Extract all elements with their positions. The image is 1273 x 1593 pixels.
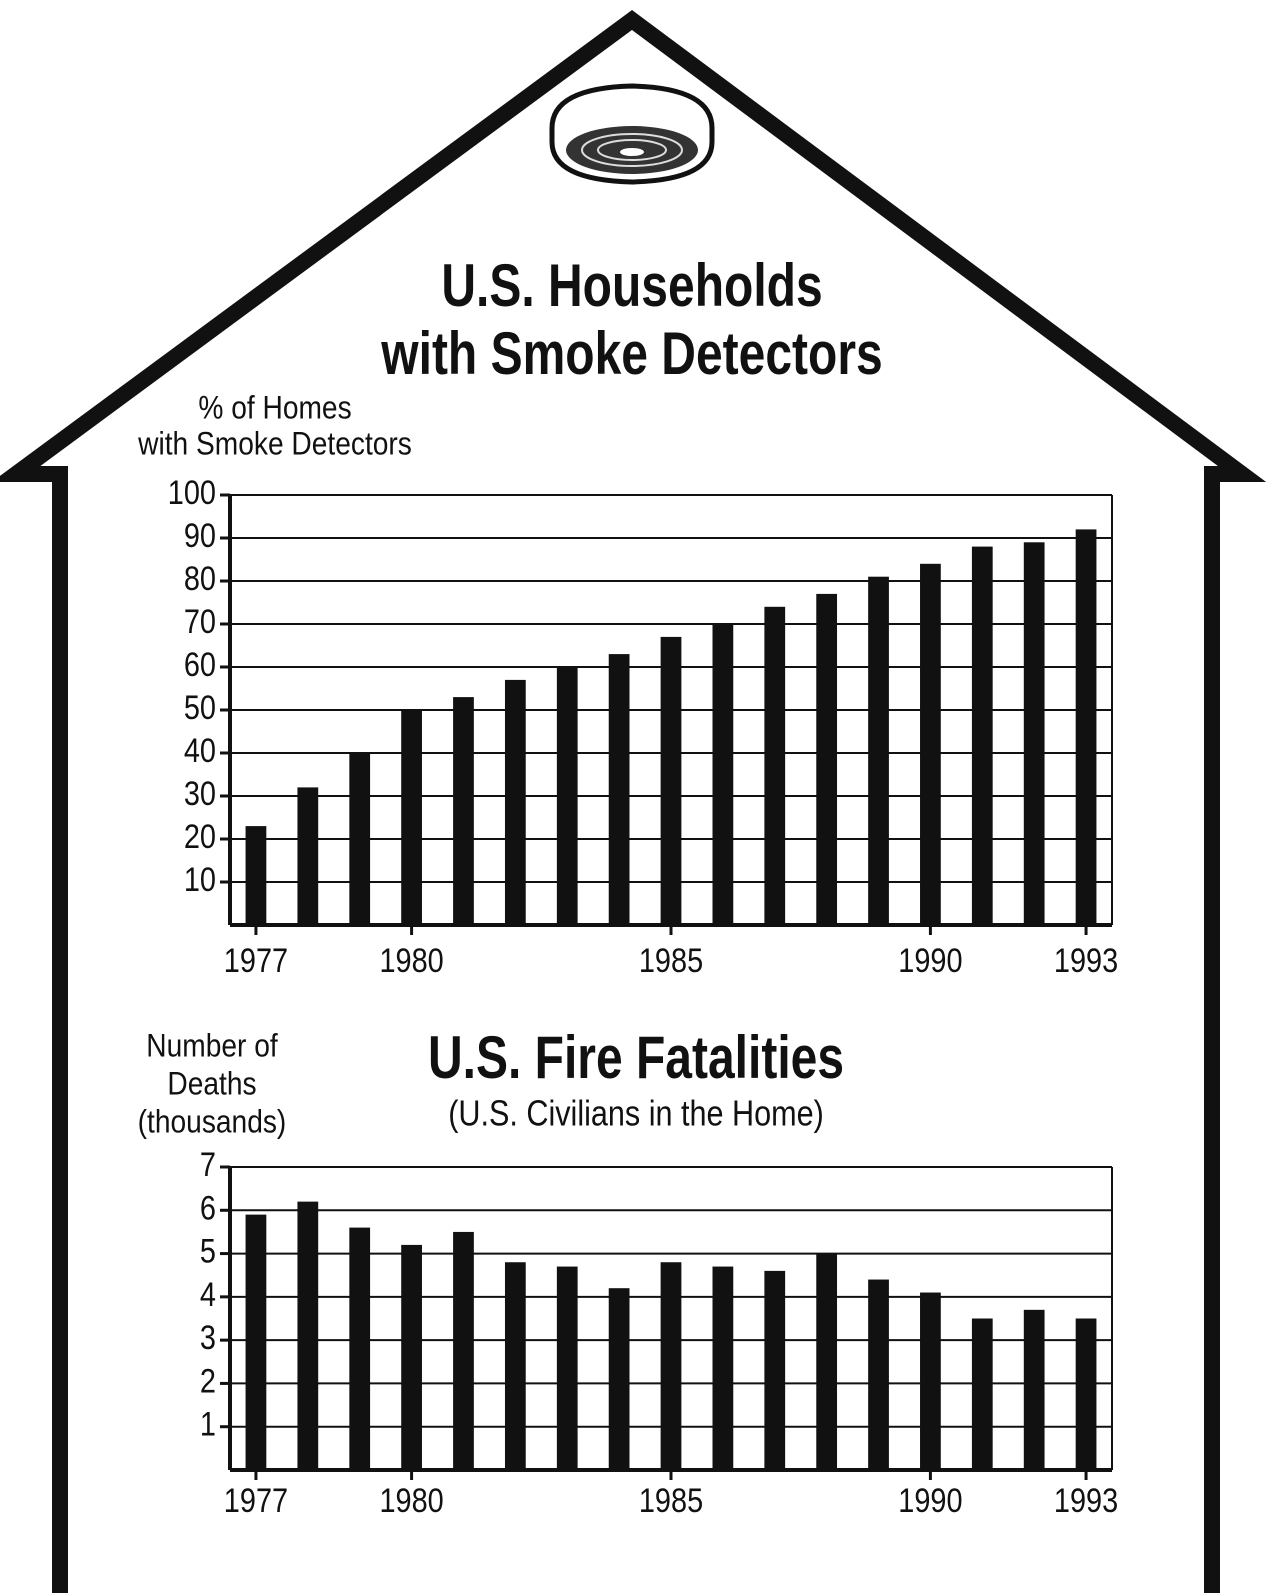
bar	[971, 1318, 993, 1470]
house-outline	[0, 10, 1267, 1593]
x-tick-label: 1977	[224, 941, 288, 980]
y-tick-label: 1	[200, 1404, 216, 1443]
y-tick-label: 2	[200, 1361, 216, 1400]
bar	[920, 563, 941, 925]
bar	[349, 1227, 371, 1470]
bar	[764, 606, 786, 925]
bar	[816, 593, 838, 925]
bar	[297, 787, 319, 925]
y-tick-label: 80	[184, 559, 216, 598]
bar	[504, 1262, 526, 1470]
y-tick-label: 4	[200, 1275, 216, 1314]
x-tick-label: 1985	[639, 941, 703, 980]
bar	[401, 710, 422, 925]
bar	[660, 1262, 682, 1470]
bar	[245, 826, 267, 925]
bar	[608, 654, 630, 925]
bar	[349, 753, 371, 925]
bar	[245, 1214, 267, 1470]
y-tick-label: 70	[184, 602, 216, 641]
x-tick-label: 1980	[379, 1481, 443, 1520]
x-tick-label: 1977	[224, 1481, 288, 1520]
bar	[504, 679, 526, 925]
bar	[920, 1292, 941, 1470]
y-tick-label: 90	[184, 516, 216, 555]
y-tick-label: 10	[184, 860, 216, 899]
y-tick-label: 7	[200, 1145, 216, 1184]
chart-subtitle: (U.S. Civilians in the Home)	[448, 1094, 824, 1134]
bar	[556, 667, 578, 925]
y-axis-label: Number of	[146, 1029, 278, 1064]
bar	[971, 546, 993, 925]
y-axis-label: (thousands)	[138, 1105, 287, 1140]
bar	[660, 636, 682, 925]
smoke-detector-icon	[549, 83, 715, 185]
bar	[1075, 1318, 1097, 1470]
bar	[453, 1231, 474, 1470]
bar	[1023, 1309, 1045, 1470]
x-tick-label: 1993	[1054, 941, 1118, 980]
bar	[1075, 529, 1097, 925]
x-tick-label: 1990	[898, 1481, 962, 1520]
y-tick-label: 20	[184, 817, 216, 856]
x-tick-label: 1985	[639, 1481, 703, 1520]
bar	[556, 1266, 578, 1470]
bar	[297, 1201, 319, 1470]
y-axis-label: with Smoke Detectors	[137, 427, 412, 462]
x-tick-label: 1993	[1054, 1481, 1118, 1520]
y-tick-label: 6	[200, 1188, 216, 1227]
y-tick-label: 30	[184, 774, 216, 813]
bar	[712, 624, 734, 925]
bar	[868, 576, 889, 925]
y-axis-label: Deaths	[167, 1067, 256, 1102]
bar	[1023, 542, 1045, 925]
y-tick-label: 3	[200, 1318, 216, 1357]
x-tick-label: 1990	[898, 941, 962, 980]
x-tick-label: 1980	[379, 941, 443, 980]
y-tick-label: 40	[184, 731, 216, 770]
bar	[816, 1253, 838, 1470]
y-axis-label: % of Homes	[198, 391, 351, 426]
chart-title: with Smoke Detectors	[380, 320, 882, 387]
y-tick-label: 100	[168, 473, 216, 512]
bar	[401, 1244, 422, 1470]
bar	[608, 1288, 630, 1470]
y-tick-label: 50	[184, 688, 216, 727]
bar	[764, 1270, 786, 1470]
y-tick-label: 5	[200, 1231, 216, 1270]
chart-title: U.S. Households	[441, 252, 822, 319]
bar	[712, 1266, 734, 1470]
bar	[453, 697, 474, 925]
chart-title: U.S. Fire Fatalities	[428, 1024, 844, 1091]
bar	[868, 1279, 889, 1470]
y-tick-label: 60	[184, 645, 216, 684]
